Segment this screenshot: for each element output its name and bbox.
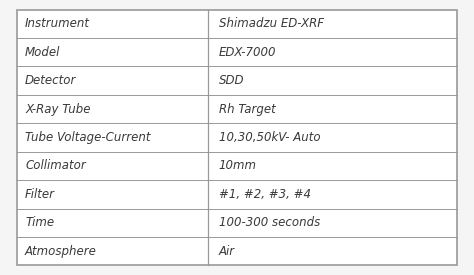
Text: Instrument: Instrument (25, 17, 90, 30)
Text: SDD: SDD (219, 74, 244, 87)
Text: Time: Time (25, 216, 54, 229)
Text: Collimator: Collimator (25, 160, 86, 172)
Text: #1, #2, #3, #4: #1, #2, #3, #4 (219, 188, 311, 201)
Text: Model: Model (25, 46, 61, 59)
Text: EDX-7000: EDX-7000 (219, 46, 276, 59)
Text: Detector: Detector (25, 74, 76, 87)
Text: X-Ray Tube: X-Ray Tube (25, 103, 91, 116)
Text: Rh Target: Rh Target (219, 103, 275, 116)
Text: Shimadzu ED-XRF: Shimadzu ED-XRF (219, 17, 324, 30)
Text: Filter: Filter (25, 188, 55, 201)
Text: Air: Air (219, 245, 235, 258)
Text: 100-300 seconds: 100-300 seconds (219, 216, 320, 229)
Text: Atmosphere: Atmosphere (25, 245, 97, 258)
Text: Tube Voltage-Current: Tube Voltage-Current (25, 131, 151, 144)
Text: 10mm: 10mm (219, 160, 257, 172)
Text: 10,30,50kV- Auto: 10,30,50kV- Auto (219, 131, 320, 144)
